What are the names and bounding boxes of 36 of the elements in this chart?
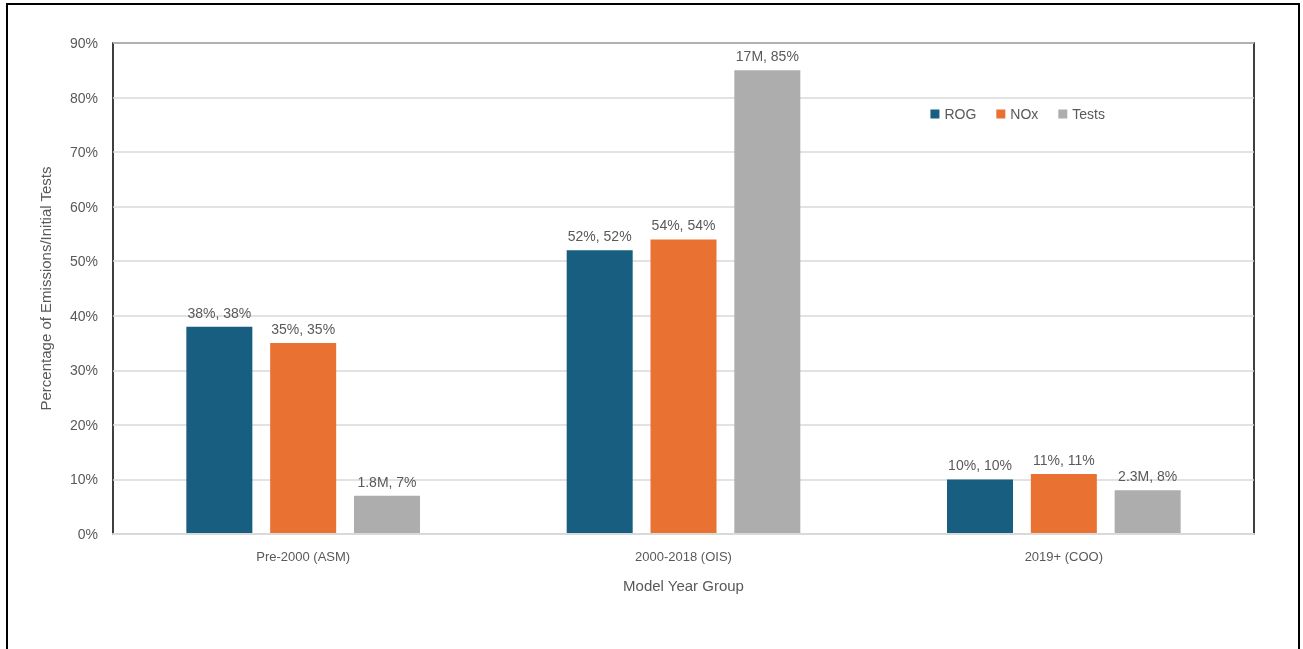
bar <box>650 239 717 534</box>
y-tick-label: 30% <box>69 362 98 379</box>
bar <box>947 479 1014 534</box>
y-tick-label: 10% <box>69 471 98 488</box>
bar <box>1030 473 1097 534</box>
legend-label: Tests <box>1072 106 1106 122</box>
bar <box>353 495 420 534</box>
x-tick-label: Pre-2000 (ASM) <box>256 549 351 564</box>
bar <box>734 70 801 534</box>
bar <box>566 250 633 534</box>
y-tick-label: 80% <box>69 89 98 106</box>
legend-label: ROG <box>944 106 977 122</box>
bar <box>1114 490 1181 534</box>
y-tick-label: 40% <box>69 307 98 324</box>
data-label: 1.8M, 7% <box>357 473 417 490</box>
y-tick-label: 70% <box>69 144 98 161</box>
data-label: 10%, 10% <box>948 457 1012 474</box>
y-tick-label: 60% <box>69 198 98 215</box>
x-axis-title: Model Year Group <box>623 577 744 594</box>
x-tick-label: 2019+ (COO) <box>1024 549 1104 564</box>
data-label: 2.3M, 8% <box>1118 468 1178 485</box>
y-tick-label: 20% <box>69 416 98 433</box>
bar <box>270 343 337 534</box>
y-tick-label: 50% <box>69 253 98 270</box>
bar <box>186 326 253 534</box>
y-axis-title: Percentage of Emissions/Initial Tests <box>37 166 54 411</box>
y-tick-label: 0% <box>77 526 98 542</box>
data-label: 11%, 11% <box>1032 451 1095 468</box>
data-label: 52%, 52% <box>567 228 632 245</box>
data-label: 35%, 35% <box>271 321 336 338</box>
legend-label: NOx <box>1010 106 1039 122</box>
y-tick-label: 90% <box>69 35 98 51</box>
data-label: 38%, 38% <box>187 304 252 321</box>
data-label: 17M, 85% <box>735 48 799 65</box>
x-tick-label: 2000-2018 (OIS) <box>635 549 732 564</box>
data-label: 54%, 54% <box>651 217 716 234</box>
